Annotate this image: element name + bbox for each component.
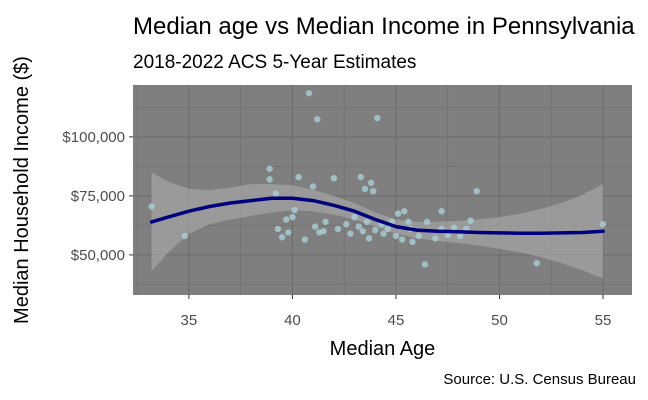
data-point — [278, 233, 286, 241]
data-point — [289, 213, 296, 221]
data-point — [330, 175, 338, 182]
data-point — [320, 228, 327, 235]
data-point — [473, 187, 480, 195]
data-point — [347, 230, 354, 237]
data-point — [467, 217, 474, 224]
data-point — [148, 203, 155, 210]
data-point — [409, 238, 416, 246]
data-point — [272, 190, 280, 197]
data-point — [394, 210, 402, 217]
y-axis-title: Median Household Income ($) — [11, 56, 33, 324]
data-point — [355, 223, 362, 230]
data-point — [334, 225, 342, 233]
data-point — [361, 185, 369, 193]
data-point — [295, 173, 302, 181]
data-point — [305, 90, 313, 97]
data-point — [432, 235, 439, 242]
data-point — [533, 259, 540, 267]
x-tick-label: 55 — [595, 312, 612, 329]
chart-caption: Source: U.S. Census Bureau — [443, 371, 636, 388]
data-point — [450, 224, 458, 231]
x-axis-title: Median Age — [330, 338, 436, 360]
y-tick-label: $75,000 — [71, 188, 125, 205]
data-point — [181, 232, 188, 240]
data-point — [365, 235, 373, 242]
data-point — [438, 208, 445, 215]
data-point — [380, 230, 387, 237]
data-point — [314, 116, 321, 123]
data-point — [309, 183, 317, 190]
x-tick-label: 45 — [388, 312, 405, 329]
x-tick-label: 40 — [284, 312, 301, 329]
data-point — [367, 179, 375, 187]
data-point — [357, 173, 364, 181]
data-point — [363, 218, 371, 226]
data-point — [401, 208, 408, 215]
data-point — [374, 114, 381, 122]
x-tick-label: 50 — [491, 312, 508, 329]
data-point — [372, 226, 379, 234]
smooth-line-layer — [149, 196, 605, 235]
data-point — [456, 232, 464, 240]
data-point — [423, 218, 431, 226]
data-point — [266, 165, 273, 172]
data-point — [415, 232, 422, 240]
data-point — [351, 213, 358, 221]
data-point — [421, 261, 429, 268]
data-point — [266, 176, 273, 183]
data-point — [392, 232, 400, 240]
data-point — [369, 187, 377, 195]
y-tick-label: $50,000 — [71, 247, 125, 264]
data-point — [398, 236, 406, 243]
x-tick-label: 35 — [181, 312, 198, 329]
data-point — [312, 223, 319, 230]
y-tick-label: $100,000 — [62, 129, 125, 146]
chart-subtitle: 2018-2022 ACS 5-Year Estimates — [133, 52, 416, 73]
points-layer — [148, 90, 607, 268]
data-point — [599, 221, 607, 228]
data-point — [274, 225, 282, 233]
data-point — [283, 216, 290, 223]
smooth-line — [149, 196, 605, 235]
chart-title: Median age vs Median Income in Pennsylva… — [133, 13, 635, 40]
data-point — [359, 228, 367, 235]
axis-layer: 35 40 45 50 55 $50,000 $75,000 $100,000 — [62, 129, 611, 329]
data-point — [291, 206, 298, 214]
data-point — [301, 236, 309, 243]
data-point — [405, 218, 412, 226]
data-point — [384, 225, 391, 233]
data-point — [343, 221, 350, 228]
data-point — [322, 218, 329, 226]
data-point — [285, 229, 292, 236]
